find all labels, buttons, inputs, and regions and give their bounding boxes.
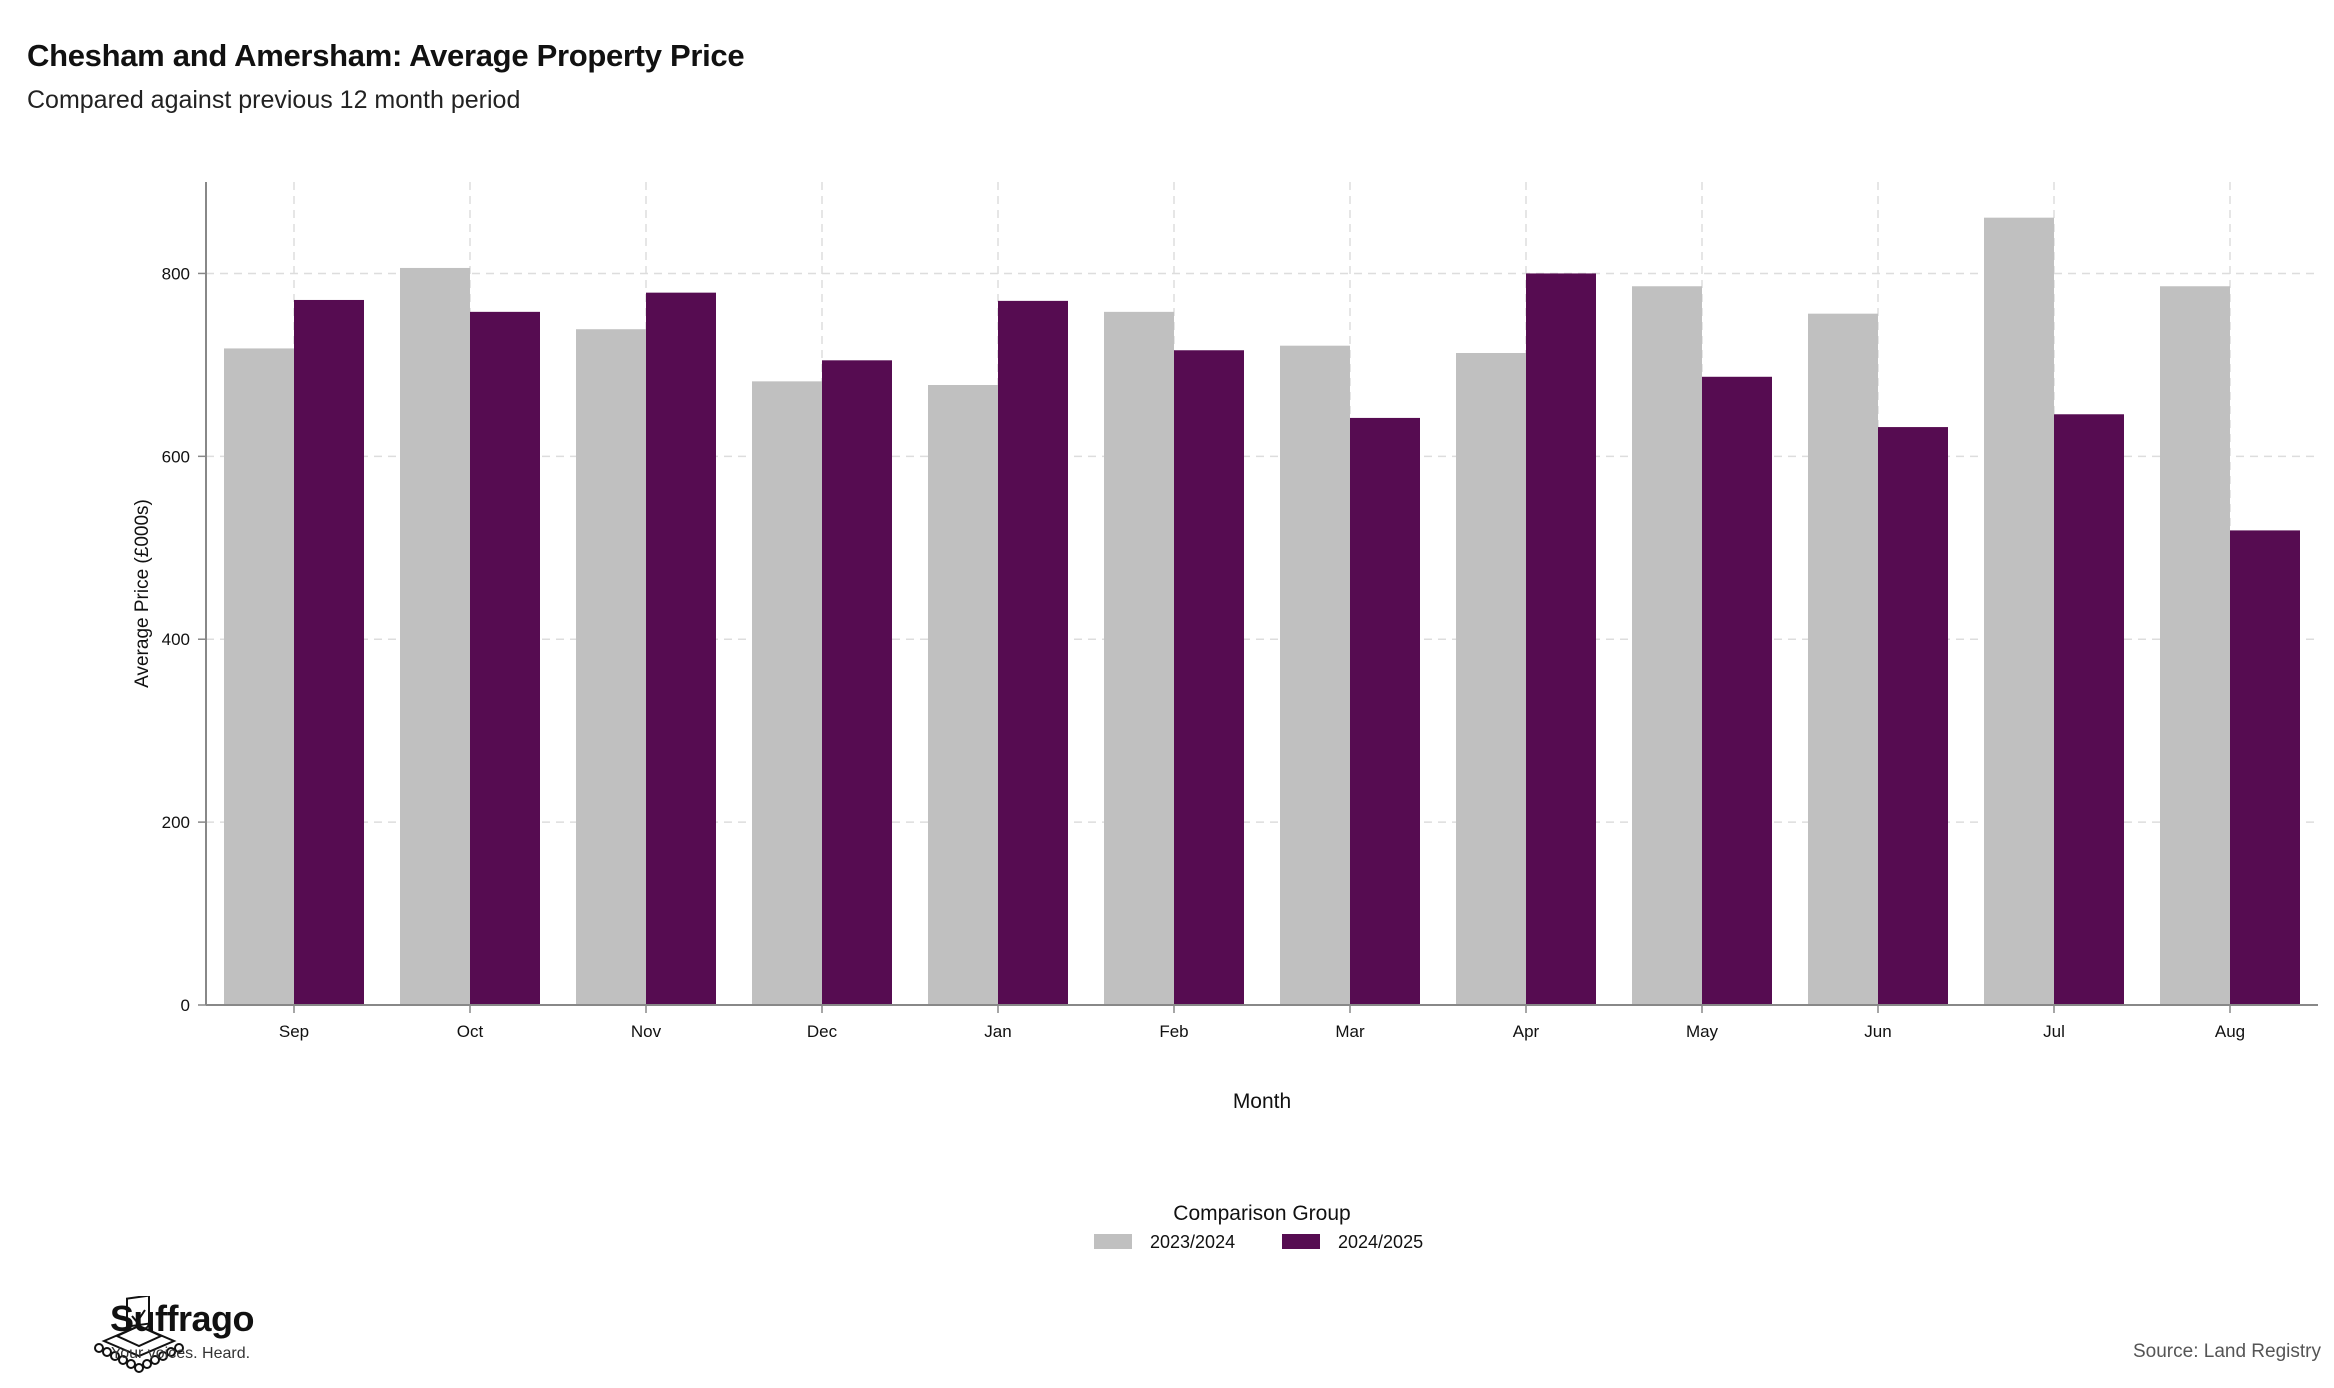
bar-2023-2024-dec [752,381,822,1005]
y-tick-label: 800 [162,264,190,283]
brand-tagline: Your voices. Heard. [111,1345,251,1362]
bar-2024-2025-nov [646,292,716,1005]
legend-label: 2024/2025 [1338,1232,1423,1252]
bar-2023-2024-sep [224,348,294,1005]
legend: Comparison Group 2023/2024 2024/2025 [1094,1202,1423,1252]
x-axis-title: Month [1233,1090,1291,1113]
x-tick-label: Nov [631,1022,662,1041]
bar-2023-2024-may [1632,286,1702,1005]
bar-2023-2024-apr [1456,353,1526,1005]
x-tick-label: Feb [1159,1022,1188,1041]
bar-2024-2025-apr [1526,273,1596,1005]
x-tick-label: Mar [1335,1022,1365,1041]
chart-subtitle: Compared against previous 12 month perio… [27,86,521,114]
y-axis-title: Average Price (£000s) [132,499,153,688]
x-tick-label: Aug [2215,1022,2245,1041]
bar-2024-2025-jan [998,300,1068,1005]
bar-2023-2024-jul [1984,217,2054,1005]
bar-2024-2025-mar [1350,417,1420,1006]
x-tick-label: Jun [1864,1022,1891,1041]
bar-2023-2024-aug [2160,286,2230,1005]
x-tick-label: May [1686,1022,1719,1041]
x-tick-label: Sep [279,1022,309,1041]
bar-2024-2025-dec [822,360,892,1006]
bar-2024-2025-sep [294,299,364,1005]
axes: 0 200 400 600 800 Sep Oct Nov Dec Jan Feb Mar Apr May… [132,182,2318,1113]
bar-2024-2025-aug [2230,530,2300,1005]
bar-2024-2025-jun [1878,427,1948,1005]
bars [224,217,2300,1006]
x-tick-label: Jan [984,1022,1011,1041]
bar-2023-2024-nov [576,329,646,1005]
x-tick-label: Apr [1513,1022,1540,1041]
bar-2024-2025-oct [470,311,540,1006]
y-tick-label: 600 [162,447,190,466]
source-note: Source: Land Registry [2133,1341,2321,1362]
y-tick-label: 0 [181,996,190,1015]
x-tick-label: Jul [2043,1022,2065,1041]
chart-title: Chesham and Amersham: Average Property P… [27,38,745,73]
y-tick-label: 400 [162,630,190,649]
bar-2024-2025-may [1702,376,1772,1005]
legend-swatch [1094,1234,1132,1249]
bar-2023-2024-jun [1808,313,1878,1005]
bar-2023-2024-jan [928,385,998,1005]
legend-swatch [1282,1234,1320,1249]
legend-title: Comparison Group [1173,1202,1350,1225]
ballot-box-icon [94,1296,184,1373]
bar-2023-2024-mar [1280,345,1350,1005]
bar-2024-2025-feb [1174,350,1244,1005]
y-tick-label: 200 [162,813,190,832]
bar-2023-2024-oct [400,267,470,1005]
brand-name: Suffrago [110,1298,255,1339]
x-tick-label: Dec [807,1022,838,1041]
legend-label: 2023/2024 [1150,1232,1235,1252]
bar-2024-2025-jul [2054,414,2124,1005]
bar-2023-2024-feb [1104,311,1174,1006]
x-tick-label: Oct [457,1022,484,1041]
